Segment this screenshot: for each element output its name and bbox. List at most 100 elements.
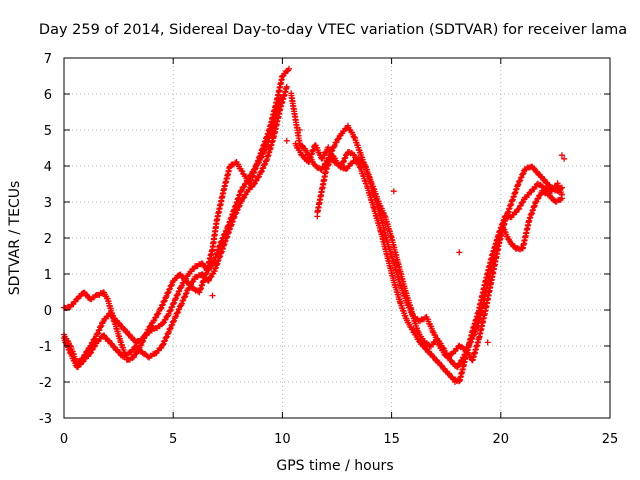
data-point (471, 328, 478, 335)
series-track-F (314, 152, 565, 371)
data-point (464, 344, 471, 351)
data-point (259, 151, 266, 158)
data-point (440, 344, 447, 351)
data-point (463, 348, 470, 355)
series-track-A (61, 65, 292, 363)
series-outliers (209, 127, 568, 385)
data-point (323, 166, 330, 173)
axis-ticks (63, 57, 611, 419)
grid-lines (64, 58, 610, 418)
data-point (91, 343, 98, 350)
data-point (175, 288, 182, 295)
data-point (261, 161, 268, 168)
y-tick-label: -2 (39, 376, 52, 391)
data-point (261, 147, 268, 154)
data-point (326, 159, 333, 166)
chart-title: Day 259 of 2014, Sidereal Day-to-day VTE… (39, 22, 627, 38)
data-point (167, 307, 174, 314)
y-tick-label: 5 (44, 124, 52, 139)
data-point (168, 322, 175, 329)
data-point (170, 300, 177, 307)
data-point (314, 213, 321, 220)
x-tick-label: 20 (493, 432, 510, 447)
data-point (95, 327, 102, 334)
x-tick-label: 0 (60, 432, 68, 447)
data-point (168, 304, 175, 311)
data-point (174, 309, 181, 316)
data-point (283, 137, 290, 144)
data-point (164, 289, 171, 296)
data-point (516, 178, 523, 185)
y-tick-label: 3 (44, 196, 52, 211)
data-point (340, 158, 347, 165)
data-point (390, 188, 397, 195)
x-axis-label: GPS time / hours (276, 458, 393, 474)
data-point (251, 166, 258, 173)
data-point (296, 127, 303, 133)
y-tick-label: -1 (39, 340, 52, 355)
data-point (558, 195, 565, 202)
data-point (209, 292, 216, 299)
data-point (172, 295, 179, 302)
tick-labels: 0 5 10 15 20 25 -3 -2 -1 0 1 2 3 4 5 6 7 (39, 52, 618, 447)
data-point (167, 325, 174, 332)
data-point (232, 210, 239, 217)
data-point (161, 298, 168, 305)
data-point (159, 302, 166, 309)
data-point (233, 207, 240, 214)
y-tick-label: 2 (44, 232, 52, 247)
data-point (467, 339, 474, 346)
data-point (456, 249, 463, 256)
data-point (235, 203, 242, 210)
y-axis-label: SDTVAR / TECUs (7, 181, 23, 296)
y-tick-label: 1 (44, 268, 52, 283)
data-point (409, 326, 416, 333)
data-point (170, 318, 177, 325)
x-tick-label: 5 (169, 432, 177, 447)
data-point (172, 313, 179, 320)
data-point (94, 330, 101, 337)
data-point (181, 294, 188, 301)
data-point (318, 155, 325, 162)
data-point (252, 163, 259, 170)
data-point (259, 165, 266, 172)
data-point (283, 83, 290, 90)
series-track-C (61, 83, 290, 371)
x-tick-label: 10 (274, 432, 291, 447)
y-tick-label: 4 (44, 160, 52, 175)
series-track-D (288, 90, 565, 364)
data-point (161, 338, 168, 345)
data-point (239, 168, 246, 175)
data-points (61, 65, 568, 385)
data-point (166, 286, 173, 293)
data-point (97, 323, 104, 330)
data-point (325, 162, 332, 169)
x-tick-label: 25 (602, 432, 619, 447)
data-point (129, 354, 136, 361)
data-point (159, 341, 166, 348)
data-point (175, 306, 182, 313)
data-point (519, 170, 526, 177)
data-point (182, 290, 189, 297)
data-point (517, 174, 524, 181)
data-point (237, 187, 244, 194)
data-point (255, 159, 262, 166)
y-tick-label: 6 (44, 88, 52, 103)
y-tick-label: -3 (39, 412, 52, 427)
y-tick-label: 7 (44, 52, 52, 67)
data-point (561, 155, 568, 162)
x-tick-label: 15 (383, 432, 400, 447)
data-point (258, 168, 265, 175)
data-point (558, 152, 565, 159)
data-point (484, 339, 491, 346)
y-tick-label: 0 (44, 304, 52, 319)
data-point (285, 65, 292, 72)
data-point (258, 154, 265, 161)
data-point (451, 379, 458, 385)
data-point (341, 155, 348, 162)
data-point (468, 336, 475, 343)
data-point (168, 282, 175, 289)
data-point (470, 332, 477, 339)
data-point (179, 298, 186, 305)
